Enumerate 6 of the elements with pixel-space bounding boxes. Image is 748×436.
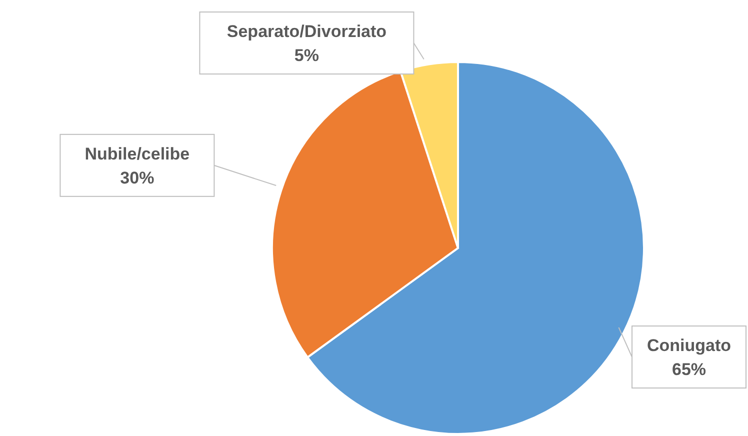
slice-label: Separato/Divorziato (226, 22, 387, 41)
slice-label: Nubile/celibe (84, 144, 190, 164)
data-label: 30% (120, 168, 154, 188)
data-label: 5% (294, 46, 320, 65)
data-label: 65% (672, 360, 706, 379)
slice-label: Coniugato (646, 336, 732, 355)
